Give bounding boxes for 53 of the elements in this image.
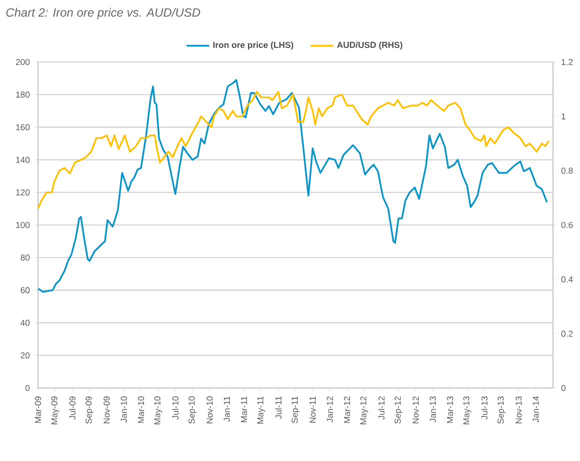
y-tick-label: 60 [20, 287, 30, 294]
y-tick-label: 100 [16, 222, 30, 228]
chart-title: Chart 2: Iron ore price vs. AUD/USD [6, 8, 200, 20]
x-tick-label: Jan-13 [430, 396, 436, 422]
x-tick-label: Jan-14 [532, 396, 539, 422]
line-series [38, 79, 548, 293]
x-tick-label: Nov-13 [516, 396, 522, 424]
x-tick-label: Sep-12 [394, 396, 402, 424]
y2-tick-label: 0.2 [561, 330, 573, 337]
y2-tick-label: 0 [561, 384, 566, 392]
legend-label: AUD/USD (RHS) [337, 42, 402, 50]
x-tick-label: Sep-10 [188, 396, 196, 424]
x-tick-label: Sep-13 [498, 396, 506, 424]
x-tick-label: Mar-10 [138, 396, 144, 423]
x-tick-label: Jul-09 [69, 396, 76, 420]
x-tick-label: Jan-11 [224, 396, 230, 422]
legend-label: Iron ore price (LHS) [213, 42, 294, 50]
y-tick-label: 20 [20, 352, 30, 358]
y2-tick-label: 0.6 [561, 222, 573, 228]
y2-tick-label: 0.8 [561, 168, 573, 174]
y2-tick-label: 1 [562, 113, 566, 120]
x-tick-label: Nov-11 [310, 396, 316, 423]
y-tick-label: 80 [20, 254, 30, 261]
x-tick-label: Jul-11 [275, 396, 282, 419]
y-tick-label: 160 [16, 124, 30, 130]
y-tick-label: 180 [16, 92, 30, 98]
x-tick-label: Nov-09 [104, 396, 110, 424]
x-tick-label: May-09 [51, 396, 60, 424]
x-tick-label: Mar-13 [446, 396, 454, 423]
x-tick-label: Jan-10 [120, 396, 127, 422]
x-tick-label: May-13 [463, 396, 472, 424]
x-tick-label: Sep-11 [292, 396, 300, 423]
x-tick-label: Nov-10 [206, 396, 213, 424]
y-tick-label: 40 [20, 320, 30, 326]
x-tick-label: Jul-12 [378, 396, 385, 420]
x-tick-label: Jul-13 [481, 396, 488, 420]
y-tick-label: 120 [16, 189, 30, 196]
x-tick-label: May-10 [154, 396, 162, 424]
x-tick-label: May-11 [257, 396, 266, 424]
x-tick-label: Mar-11 [240, 396, 248, 422]
x-tick-label: May-12 [360, 396, 368, 424]
y-tick-label: 0 [25, 384, 30, 392]
y-tick-label: 200 [16, 58, 30, 66]
x-tick-label: Jan-12 [326, 396, 333, 422]
x-tick-label: Mar-12 [344, 396, 350, 423]
y2-tick-label: 0.4 [561, 276, 573, 282]
y-tick-label: 140 [16, 156, 30, 163]
y2-tick-label: 1.2 [562, 58, 573, 66]
x-tick-label: Jul-10 [172, 396, 179, 420]
x-tick-label: Sep-09 [86, 396, 94, 424]
line-series [38, 91, 550, 210]
x-tick-label: Nov-12 [412, 396, 419, 424]
x-tick-label: Mar-09 [34, 396, 42, 423]
